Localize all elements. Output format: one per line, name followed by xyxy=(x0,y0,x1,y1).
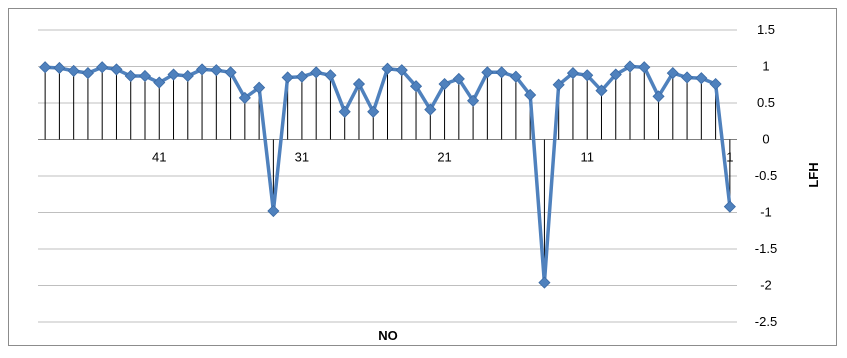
x-axis-title: NO xyxy=(378,328,398,343)
data-point-marker xyxy=(566,67,580,80)
data-point-marker xyxy=(409,80,423,93)
data-point-marker xyxy=(238,91,251,104)
data-point-marker xyxy=(195,63,209,76)
y-tick-label: 0.5 xyxy=(757,95,775,110)
y-tick-labels: 1.5 1 0.5 0 -0.5 -1 -1.5 -2 -2.5 xyxy=(755,22,777,329)
x-tick-label: 11 xyxy=(580,150,594,165)
data-point-marker xyxy=(53,61,66,75)
y-tick-label: 1 xyxy=(762,59,769,74)
y-tick-label: -2 xyxy=(760,278,772,293)
chart-frame xyxy=(8,8,837,346)
data-point-marker xyxy=(367,105,380,118)
data-point-marker xyxy=(67,64,80,77)
data-point-marker xyxy=(524,88,537,102)
data-point-marker xyxy=(81,67,94,80)
data-point-marker xyxy=(666,67,679,80)
y-tick-label: -1 xyxy=(760,205,772,220)
series-markers xyxy=(39,60,736,289)
data-point-marker xyxy=(723,200,736,213)
data-point-marker xyxy=(709,77,722,91)
data-point-marker xyxy=(538,276,551,289)
data-point-marker xyxy=(638,61,651,74)
data-point-marker xyxy=(552,78,565,91)
data-point-marker xyxy=(395,64,408,77)
drop-lines xyxy=(44,66,731,283)
data-point-marker xyxy=(324,69,337,82)
data-point-marker xyxy=(295,70,308,83)
x-tick-label: 31 xyxy=(295,150,309,165)
grid-lines xyxy=(38,29,737,323)
x-tick-label: 21 xyxy=(437,150,451,165)
x-tick-label: 41 xyxy=(152,150,166,165)
data-point-marker xyxy=(253,81,266,94)
y-tick-label: 0 xyxy=(762,132,769,147)
data-point-marker xyxy=(609,68,622,81)
data-point-marker xyxy=(224,66,237,79)
data-point-marker xyxy=(695,72,708,85)
data-point-marker xyxy=(124,69,137,83)
data-point-marker xyxy=(581,69,594,82)
x-tick-label: 1 xyxy=(726,150,733,165)
data-point-marker xyxy=(452,72,465,85)
data-point-marker xyxy=(110,63,123,76)
data-point-marker xyxy=(652,90,665,103)
data-point-marker xyxy=(509,70,522,83)
data-point-marker xyxy=(438,77,451,91)
data-point-marker xyxy=(167,68,180,81)
x-tick-labels: 41 31 21 11 1 xyxy=(152,150,733,165)
data-point-marker xyxy=(181,69,194,83)
data-point-marker xyxy=(467,94,480,107)
data-point-marker xyxy=(352,77,366,91)
data-point-marker xyxy=(481,66,494,79)
data-point-marker xyxy=(267,204,280,218)
data-point-marker xyxy=(424,103,437,116)
y-tick-label: -2.5 xyxy=(755,314,777,329)
data-point-marker xyxy=(210,64,223,77)
data-point-marker xyxy=(281,71,294,84)
data-point-marker xyxy=(381,62,394,75)
y-axis-title: LFH xyxy=(806,162,821,187)
data-point-marker xyxy=(623,60,637,73)
data-point-marker xyxy=(310,66,323,79)
data-point-marker xyxy=(681,71,694,84)
data-point-marker xyxy=(595,84,608,97)
y-tick-label: -1.5 xyxy=(755,241,777,256)
data-point-marker xyxy=(153,76,166,89)
data-point-marker xyxy=(495,66,508,79)
y-tick-label: 1.5 xyxy=(757,22,775,37)
data-point-marker xyxy=(96,61,109,74)
data-point-marker xyxy=(39,61,52,74)
data-point-marker xyxy=(138,69,152,83)
y-tick-label: -0.5 xyxy=(755,168,777,183)
data-point-marker xyxy=(338,105,351,118)
